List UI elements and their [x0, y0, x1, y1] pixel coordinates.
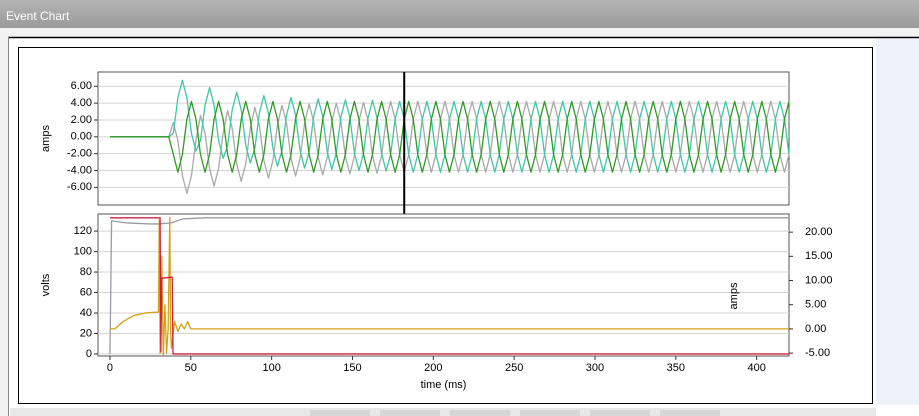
y-tick-label: 20: [80, 327, 92, 339]
y-tick-label: -4.00: [67, 164, 92, 176]
y-tick-label: 60: [80, 286, 92, 298]
series-line: [109, 100, 790, 173]
x-tick-label: 200: [424, 362, 442, 374]
x-tick-label: 300: [586, 362, 604, 374]
table-cell: [380, 410, 440, 416]
title-bar: [0, 0, 919, 28]
y2-tick-label: 20.00: [805, 226, 833, 238]
y2-tick-label: 0.00: [805, 323, 826, 335]
y-axis-label: amps: [40, 125, 52, 152]
x-tick-label: 150: [343, 362, 361, 374]
table-cell: [520, 410, 580, 416]
y-tick-label: -6.00: [67, 181, 92, 193]
x-tick-label: 100: [262, 362, 280, 374]
y2-tick-label: 15.00: [805, 250, 833, 262]
series-line: [109, 79, 790, 173]
side-panel: [876, 39, 919, 405]
x-tick-label: 400: [747, 362, 765, 374]
y2-tick-label: -5.00: [805, 347, 830, 359]
series-line: [109, 217, 789, 354]
table-cell: [590, 410, 650, 416]
y-tick-label: 0.00: [71, 131, 92, 143]
x-tick-label: 250: [505, 362, 523, 374]
series-line: [109, 217, 789, 355]
y2-tick-label: 10.00: [805, 274, 833, 286]
y-axis-label: volts: [40, 273, 52, 296]
y2-axis-label: amps: [728, 282, 740, 309]
x-axis-label: time (ms): [421, 379, 467, 391]
plots: 6.00 4.00 2.00 0.00 -2.00 -4.00 -6.00 amps 0 20 40…: [40, 71, 833, 391]
y-tick-label: -2.00: [67, 148, 92, 160]
plot-area: [97, 213, 790, 357]
table-cell: [660, 410, 720, 416]
y-tick-label: 0: [86, 348, 92, 360]
table-cell: [310, 410, 370, 416]
y-tick-label: 100: [74, 245, 92, 257]
y2-tick-label: 5.00: [805, 299, 826, 311]
y-tick-label: 40: [80, 307, 92, 319]
x-tick-label: 0: [107, 362, 113, 374]
y-tick-label: 6.00: [71, 80, 92, 92]
x-tick-label: 350: [667, 362, 685, 374]
y-tick-label: 2.00: [71, 114, 92, 126]
y-tick-label: 4.00: [71, 97, 92, 109]
table-cell: [450, 410, 510, 416]
window-title: Event Chart: [6, 9, 70, 23]
y-tick-label: 80: [80, 266, 92, 278]
series-line: [109, 216, 789, 357]
table-strip: [10, 408, 876, 416]
x-tick-label: 50: [185, 362, 197, 374]
y-tick-label: 120: [74, 225, 92, 237]
